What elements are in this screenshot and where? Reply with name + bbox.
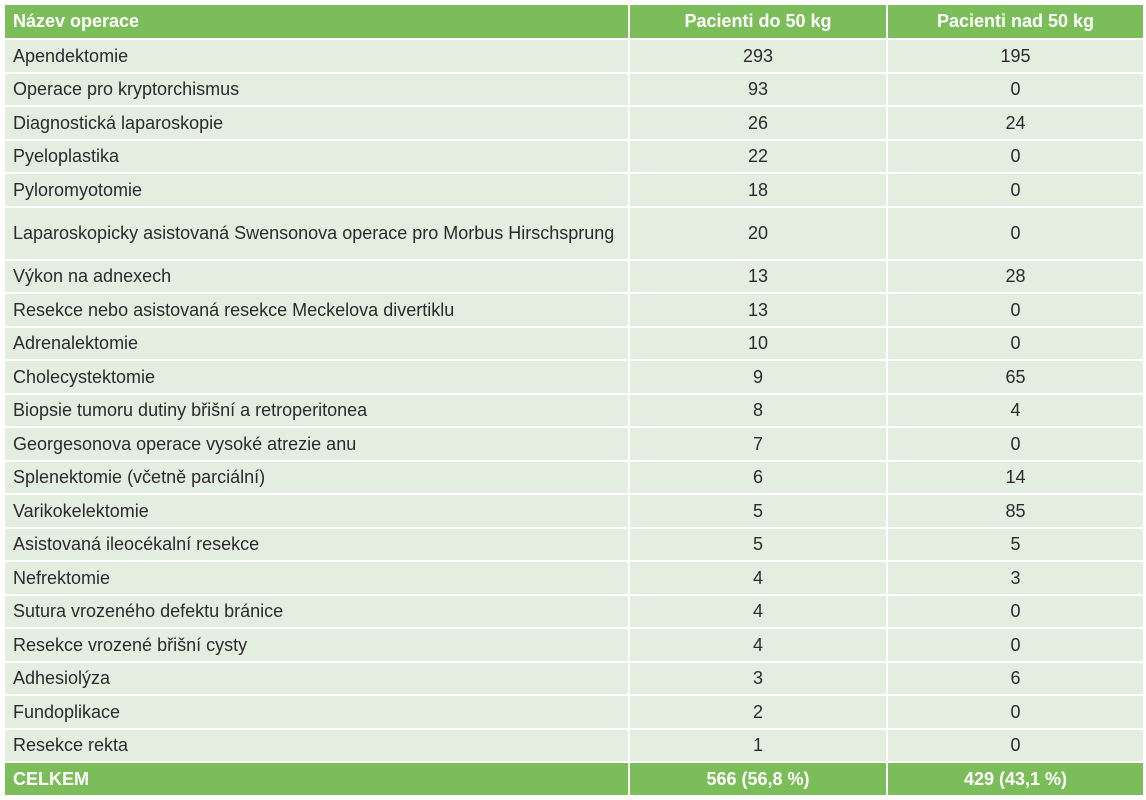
cell-operation-name: Nefrektomie	[3, 560, 630, 596]
cell-operation-name: Biopsie tumoru dutiny břišní a retroperi…	[3, 392, 630, 428]
table-row: Apendektomie 293 195	[3, 38, 1145, 74]
cell-operation-name: Splenektomie (včetně parciální)	[3, 459, 630, 495]
table-row: Adhesiolýza 3 6	[3, 660, 1145, 696]
cell-operation-name: Asistovaná ileocékalní resekce	[3, 526, 630, 562]
cell-patients-over-50kg: 0	[886, 205, 1145, 261]
table-row: Varikokelektomie 5 85	[3, 493, 1145, 529]
cell-patients-under-50kg: 18	[628, 172, 888, 208]
cell-operation-name: Adrenalektomie	[3, 325, 630, 361]
cell-patients-under-50kg: 293	[628, 38, 888, 74]
cell-patients-over-50kg: 65	[886, 359, 1145, 395]
cell-patients-over-50kg: 0	[886, 694, 1145, 730]
cell-patients-under-50kg: 5	[628, 526, 888, 562]
cell-patients-under-50kg: 7	[628, 426, 888, 462]
cell-operation-name: Pyeloplastika	[3, 138, 630, 174]
cell-operation-name: Laparoskopicky asistovaná Swensonova ope…	[3, 205, 630, 261]
cell-patients-over-50kg: 0	[886, 71, 1145, 107]
cell-patients-under-50kg: 6	[628, 459, 888, 495]
cell-patients-under-50kg: 20	[628, 205, 888, 261]
table-row: Biopsie tumoru dutiny břišní a retroperi…	[3, 392, 1145, 428]
cell-operation-name: Resekce rekta	[3, 727, 630, 763]
table-row: Asistovaná ileocékalní resekce 5 5	[3, 526, 1145, 562]
cell-operation-name: Georgesonova operace vysoké atrezie anu	[3, 426, 630, 462]
table-row: Resekce rekta 1 0	[3, 727, 1145, 763]
cell-patients-over-50kg: 0	[886, 292, 1145, 328]
cell-patients-under-50kg: 9	[628, 359, 888, 395]
table-row: Resekce vrozené břišní cysty 4 0	[3, 627, 1145, 663]
cell-patients-under-50kg: 2	[628, 694, 888, 730]
cell-patients-under-50kg: 4	[628, 627, 888, 663]
cell-operation-name: Diagnostická laparoskopie	[3, 105, 630, 141]
table-row: Sutura vrozeného defektu bránice 4 0	[3, 593, 1145, 629]
cell-operation-name: Cholecystektomie	[3, 359, 630, 395]
cell-operation-name: Sutura vrozeného defektu bránice	[3, 593, 630, 629]
cell-patients-over-50kg: 5	[886, 526, 1145, 562]
cell-operation-name: Resekce vrozené břišní cysty	[3, 627, 630, 663]
table-row: Pyloromyotomie 18 0	[3, 172, 1145, 208]
table-row: Fundoplikace 2 0	[3, 694, 1145, 730]
cell-patients-over-50kg: 0	[886, 325, 1145, 361]
table-row: Nefrektomie 4 3	[3, 560, 1145, 596]
cell-patients-under-50kg: 13	[628, 258, 888, 294]
cell-patients-over-50kg: 28	[886, 258, 1145, 294]
cell-patients-under-50kg: 4	[628, 593, 888, 629]
cell-patients-over-50kg: 14	[886, 459, 1145, 495]
cell-patients-under-50kg: 93	[628, 71, 888, 107]
cell-patients-under-50kg: 1	[628, 727, 888, 763]
table-total-row: CELKEM 566 (56,8 %) 429 (43,1 %)	[3, 761, 1145, 797]
header-patients-over-50kg: Pacienti nad 50 kg	[886, 3, 1145, 40]
cell-patients-under-50kg: 4	[628, 560, 888, 596]
cell-operation-name: Adhesiolýza	[3, 660, 630, 696]
cell-patients-under-50kg: 22	[628, 138, 888, 174]
cell-patients-over-50kg: 85	[886, 493, 1145, 529]
table-row: Resekce nebo asistovaná resekce Meckelov…	[3, 292, 1145, 328]
total-under-50kg: 566 (56,8 %)	[628, 761, 888, 797]
cell-operation-name: Varikokelektomie	[3, 493, 630, 529]
cell-patients-over-50kg: 0	[886, 727, 1145, 763]
cell-patients-over-50kg: 4	[886, 392, 1145, 428]
cell-operation-name: Fundoplikace	[3, 694, 630, 730]
table-header-row: Název operace Pacienti do 50 kg Pacienti…	[3, 3, 1145, 40]
cell-patients-over-50kg: 24	[886, 105, 1145, 141]
table-row: Laparoskopicky asistovaná Swensonova ope…	[3, 205, 1145, 261]
cell-patients-over-50kg: 3	[886, 560, 1145, 596]
cell-patients-over-50kg: 0	[886, 138, 1145, 174]
cell-operation-name: Pyloromyotomie	[3, 172, 630, 208]
table-row: Výkon na adnexech 13 28	[3, 258, 1145, 294]
cell-patients-over-50kg: 0	[886, 627, 1145, 663]
operations-table-container: Název operace Pacienti do 50 kg Pacienti…	[3, 3, 1145, 797]
table-row: Diagnostická laparoskopie 26 24	[3, 105, 1145, 141]
cell-patients-under-50kg: 8	[628, 392, 888, 428]
cell-patients-under-50kg: 3	[628, 660, 888, 696]
table-row: Cholecystektomie 9 65	[3, 359, 1145, 395]
cell-patients-under-50kg: 10	[628, 325, 888, 361]
cell-patients-over-50kg: 195	[886, 38, 1145, 74]
cell-patients-over-50kg: 6	[886, 660, 1145, 696]
table-row: Splenektomie (včetně parciální) 6 14	[3, 459, 1145, 495]
cell-patients-under-50kg: 26	[628, 105, 888, 141]
cell-patients-over-50kg: 0	[886, 593, 1145, 629]
total-label: CELKEM	[3, 761, 630, 797]
cell-operation-name: Apendektomie	[3, 38, 630, 74]
header-operation-name: Název operace	[3, 3, 630, 40]
header-patients-under-50kg: Pacienti do 50 kg	[628, 3, 888, 40]
cell-patients-over-50kg: 0	[886, 426, 1145, 462]
cell-patients-under-50kg: 5	[628, 493, 888, 529]
cell-operation-name: Výkon na adnexech	[3, 258, 630, 294]
cell-patients-under-50kg: 13	[628, 292, 888, 328]
operations-table: Název operace Pacienti do 50 kg Pacienti…	[3, 3, 1145, 797]
table-row: Georgesonova operace vysoké atrezie anu 7…	[3, 426, 1145, 462]
cell-operation-name: Operace pro kryptorchismus	[3, 71, 630, 107]
table-row: Pyeloplastika 22 0	[3, 138, 1145, 174]
cell-patients-over-50kg: 0	[886, 172, 1145, 208]
cell-operation-name: Resekce nebo asistovaná resekce Meckelov…	[3, 292, 630, 328]
total-over-50kg: 429 (43,1 %)	[886, 761, 1145, 797]
table-row: Operace pro kryptorchismus 93 0	[3, 71, 1145, 107]
table-row: Adrenalektomie 10 0	[3, 325, 1145, 361]
